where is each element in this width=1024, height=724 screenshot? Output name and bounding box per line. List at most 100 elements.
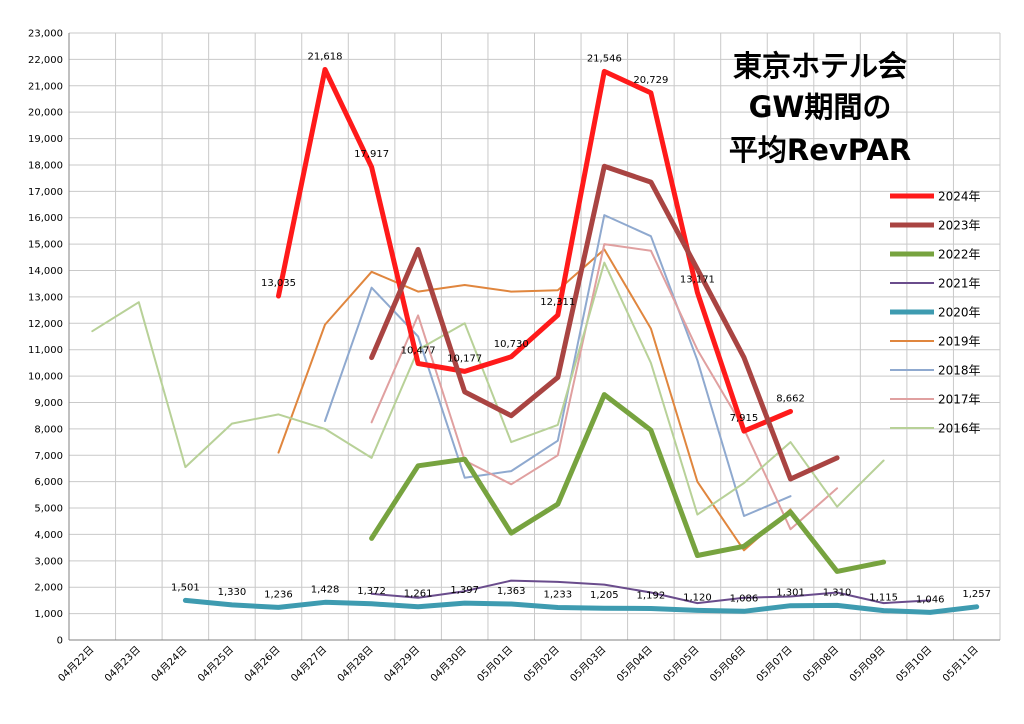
data-label: 1,301 — [776, 588, 805, 599]
legend-label: 2019年 — [938, 335, 981, 349]
y-tick-label: 23,000 — [28, 29, 63, 40]
chart-title-line-3: 平均RevPAR — [729, 133, 911, 167]
series-line-2018年 — [324, 214, 792, 517]
y-tick-label: 4,000 — [34, 530, 63, 541]
data-label: 10,177 — [447, 353, 482, 364]
data-label: 1,046 — [916, 594, 945, 605]
legend-label: 2022年 — [938, 248, 981, 262]
legend-label: 2017年 — [938, 393, 981, 407]
data-label: 10,730 — [494, 339, 529, 350]
legend-label: 2016年 — [938, 422, 981, 436]
y-tick-label: 3,000 — [34, 556, 63, 567]
data-label: 13,035 — [261, 278, 296, 289]
y-tick-label: 20,000 — [28, 108, 63, 119]
data-label: 1,310 — [823, 587, 852, 598]
x-tick-label: 05月02日 — [521, 644, 562, 685]
y-tick-label: 7,000 — [34, 451, 63, 462]
data-label: 13,171 — [680, 274, 715, 285]
y-tick-label: 9,000 — [34, 398, 63, 409]
y-tick-label: 2,000 — [34, 583, 63, 594]
data-label: 1,115 — [869, 593, 898, 604]
y-tick-label: 16,000 — [28, 213, 63, 224]
data-label: 10,477 — [401, 345, 436, 356]
gridlines — [68, 32, 1001, 641]
chart-title: 東京ホテル会 GW期間の 平均RevPAR — [729, 49, 911, 167]
y-tick-label: 17,000 — [28, 187, 63, 198]
data-label: 20,729 — [633, 75, 668, 86]
x-tick-label: 04月25日 — [195, 644, 236, 685]
y-tick-label: 22,000 — [28, 55, 63, 66]
y-tick-label: 5,000 — [34, 504, 63, 515]
y-tick-label: 8,000 — [34, 424, 63, 435]
y-tick-label: 15,000 — [28, 240, 63, 251]
series-line-2022年 — [369, 392, 887, 574]
x-tick-label: 05月10日 — [894, 644, 935, 685]
series-line-2021年 — [370, 579, 932, 605]
legend: 2024年 2023年 2022年 2021年 2020年 2019年 2018年 2017年… — [890, 190, 981, 436]
data-label: 1,205 — [590, 590, 619, 601]
x-tick-label: 04月22日 — [56, 644, 97, 685]
y-tick-label: 6,000 — [34, 477, 63, 488]
data-label: 1,330 — [218, 587, 247, 598]
data-label: 1,363 — [497, 586, 526, 597]
data-labels: 13,035 21,618 17,917 10,477 10,177 10,730 12,3… — [171, 51, 991, 605]
legend-label: 2020年 — [938, 306, 981, 320]
data-label: 17,917 — [354, 149, 389, 160]
x-tick-label: 05月01日 — [475, 644, 516, 685]
data-label: 1,501 — [171, 582, 200, 593]
data-label: 1,257 — [962, 589, 991, 600]
x-tick-label: 04月26日 — [242, 644, 283, 685]
x-tick-label: 05月06日 — [707, 644, 748, 685]
y-tick-label: 18,000 — [28, 160, 63, 171]
legend-label: 2024年 — [938, 190, 981, 204]
x-tick-label: 04月23日 — [102, 644, 143, 685]
data-label: 1,233 — [543, 589, 572, 600]
series-line-2024年 — [276, 67, 793, 434]
chart-title-line-2: GW期間の — [749, 90, 892, 124]
data-label: 21,546 — [587, 53, 622, 64]
x-tick-label: 04月24日 — [149, 644, 190, 685]
x-tick-label: 04月29日 — [382, 644, 423, 685]
data-label: 21,618 — [308, 51, 343, 62]
y-tick-label: 14,000 — [28, 266, 63, 277]
data-label: 1,428 — [311, 584, 340, 595]
data-label: 8,662 — [776, 393, 805, 404]
x-tick-label: 04月28日 — [335, 644, 376, 685]
data-label: 1,236 — [264, 589, 293, 600]
data-label: 1,086 — [730, 593, 759, 604]
series-line-2016年 — [91, 261, 885, 516]
data-label: 1,192 — [637, 591, 666, 602]
x-tick-label: 05月08日 — [801, 644, 842, 685]
y-tick-label: 0 — [57, 636, 63, 647]
x-tick-label: 05月09日 — [847, 644, 888, 685]
x-tick-label: 04月27日 — [289, 644, 330, 685]
series-line-2023年 — [369, 163, 840, 482]
series-line-2019年 — [277, 248, 792, 552]
y-tick-label: 13,000 — [28, 292, 63, 303]
y-tick-label: 21,000 — [28, 81, 63, 92]
y-tick-label: 11,000 — [28, 345, 63, 356]
data-label: 1,120 — [683, 592, 712, 603]
x-tick-label: 05月11日 — [940, 644, 981, 685]
y-tick-label: 19,000 — [28, 134, 63, 145]
series-line-2017年 — [370, 243, 839, 531]
x-tick-label: 05月07日 — [754, 644, 795, 685]
x-tick-label: 05月05日 — [661, 644, 702, 685]
y-tick-label: 12,000 — [28, 319, 63, 330]
y-tick-label: 1,000 — [34, 609, 63, 620]
legend-label: 2021年 — [938, 277, 981, 291]
legend-label: 2018年 — [938, 364, 981, 378]
series-lines — [91, 67, 980, 615]
data-label: 7,915 — [730, 413, 759, 424]
x-tick-label: 05月04日 — [614, 644, 655, 685]
chart-title-line-1: 東京ホテル会 — [733, 49, 907, 83]
y-tick-label: 10,000 — [28, 372, 63, 383]
series-line-2020年 — [182, 597, 980, 615]
legend-label: 2023年 — [938, 219, 981, 233]
x-tick-label: 04月30日 — [428, 644, 469, 685]
x-tick-label: 05月03日 — [568, 644, 609, 685]
data-label: 1,261 — [404, 589, 433, 600]
data-label: 1,372 — [357, 586, 386, 597]
data-label: 12,311 — [540, 297, 575, 308]
